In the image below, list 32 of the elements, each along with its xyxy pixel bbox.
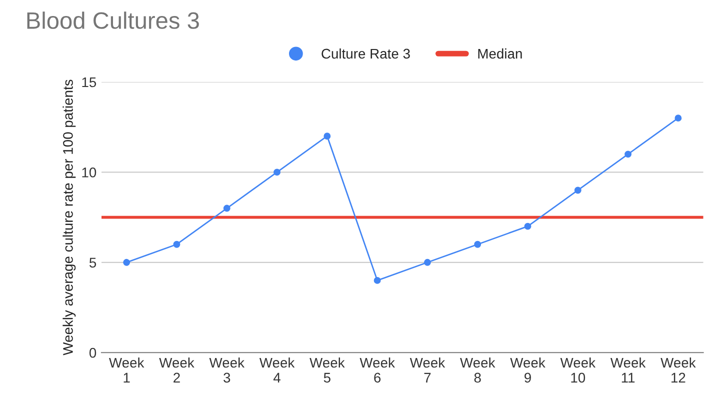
y-tick-label: 0 [89,348,96,358]
x-tick-label: Week 8 [460,357,496,383]
point [624,150,632,158]
point [474,240,482,248]
y-tick-label: 5 [89,258,96,268]
chart-title: Blood Cultures 3 [27,12,199,29]
x-tick-label: Week 1 [109,357,144,382]
point [123,258,130,266]
x-tick-label: Week 6 [360,357,395,383]
x-tick-label: Week 10 [560,357,596,383]
x-tick-label: Week 2 [159,357,194,382]
x-tick-label: Week 11 [610,357,646,382]
x-tick-label: Week 9 [510,357,546,383]
x-tick-label: Week 3 [209,357,245,383]
point [574,186,582,194]
point [274,168,280,176]
y-tick-label: 10 [82,168,96,178]
x-tick-label: Week 4 [259,357,295,382]
point [424,258,431,266]
x-tick-label: Week 5 [310,357,345,383]
x-tick-label: Week 7 [410,357,446,382]
point [223,204,230,212]
y-tick-label: 15 [82,77,96,88]
legend-label: Culture Rate 3 [322,48,410,59]
point [324,132,331,140]
point [173,240,180,248]
point [674,114,682,122]
y-axis-title: Weekly average culture rate per 100 patients [62,80,76,356]
legend-label: Median [478,48,522,59]
x-tick-label: Week 12 [660,357,696,382]
point [374,276,381,284]
point [524,222,532,230]
